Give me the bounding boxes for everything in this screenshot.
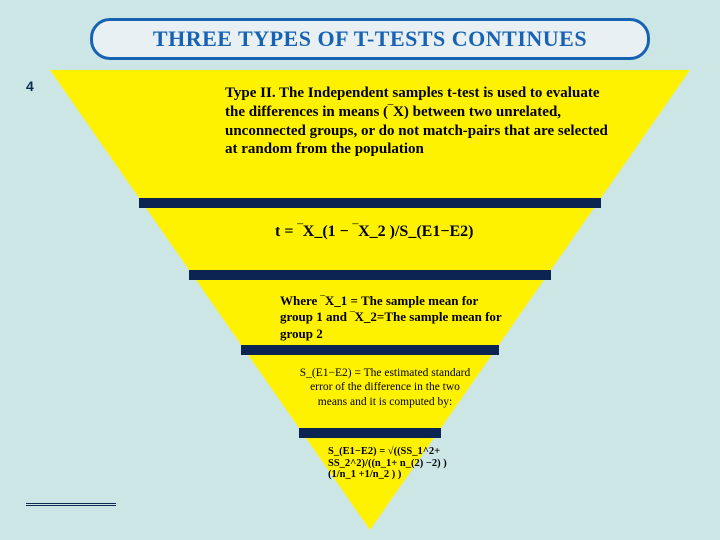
level-2-text: t = ‾X_(1 − ‾X_2 )/S_(E1−E2) xyxy=(275,222,545,242)
level-1-content: Type II. The Independent samples t-test … xyxy=(225,85,608,157)
separator-3 xyxy=(241,345,499,355)
footer-underline xyxy=(26,503,116,506)
slide-title-bar: THREE TYPES OF T-TESTS CONTINUES xyxy=(90,18,650,60)
page-number: 4 xyxy=(26,78,34,94)
level-5-text: S_(E1−E2) = √((SS_1^2+ SS_2^2)/((n_1+ n_… xyxy=(328,446,448,481)
level-3-text: Where ‾X_1 = The sample mean for group 1… xyxy=(280,293,510,342)
inverted-triangle-diagram: Type II. The Independent samples t-test … xyxy=(50,70,690,530)
separator-4 xyxy=(299,428,441,438)
level-1-text: Type II. The Independent samples t-test … xyxy=(225,84,615,159)
separator-2 xyxy=(189,270,551,280)
level-3-content: Where ‾X_1 = The sample mean for group 1… xyxy=(280,293,501,341)
slide-title: THREE TYPES OF T-TESTS CONTINUES xyxy=(153,26,587,52)
separator-1 xyxy=(139,198,601,208)
level-4-text: S_(E1−E2) = The estimated standard error… xyxy=(295,366,475,409)
